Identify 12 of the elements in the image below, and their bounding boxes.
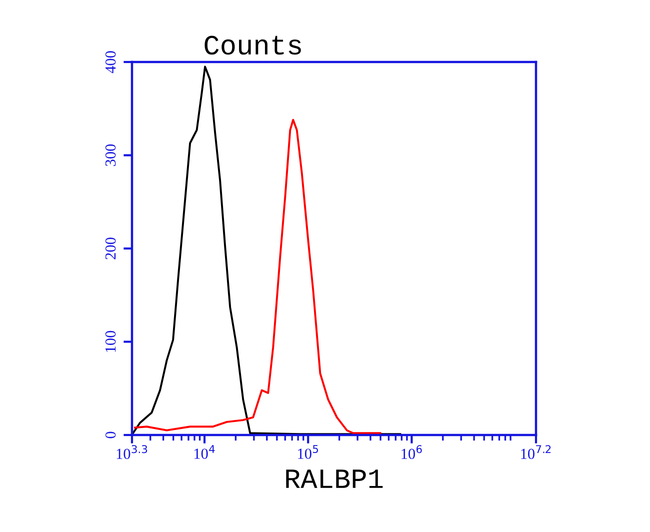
x-tick-label: 10$^{6}$ [402,445,422,460]
x-axis-title: RALBP1 [286,470,383,488]
y-tick-label: 100 [105,330,116,352]
y-tick-label: 300 [105,144,116,166]
y-tick-label: 0 [105,432,116,438]
x-tick-label: 10$^{3.3}$ [116,445,148,460]
x-tick-label: 10$^{4}$ [194,445,215,459]
y-axis-title: Counts [204,36,301,55]
x-tick-label: 10$^{5}$ [298,445,318,459]
y-tick-label: 400 [105,51,116,74]
x-tick-label: 10$^{7.2}$ [521,445,551,460]
y-tick-label: 200 [105,238,116,260]
